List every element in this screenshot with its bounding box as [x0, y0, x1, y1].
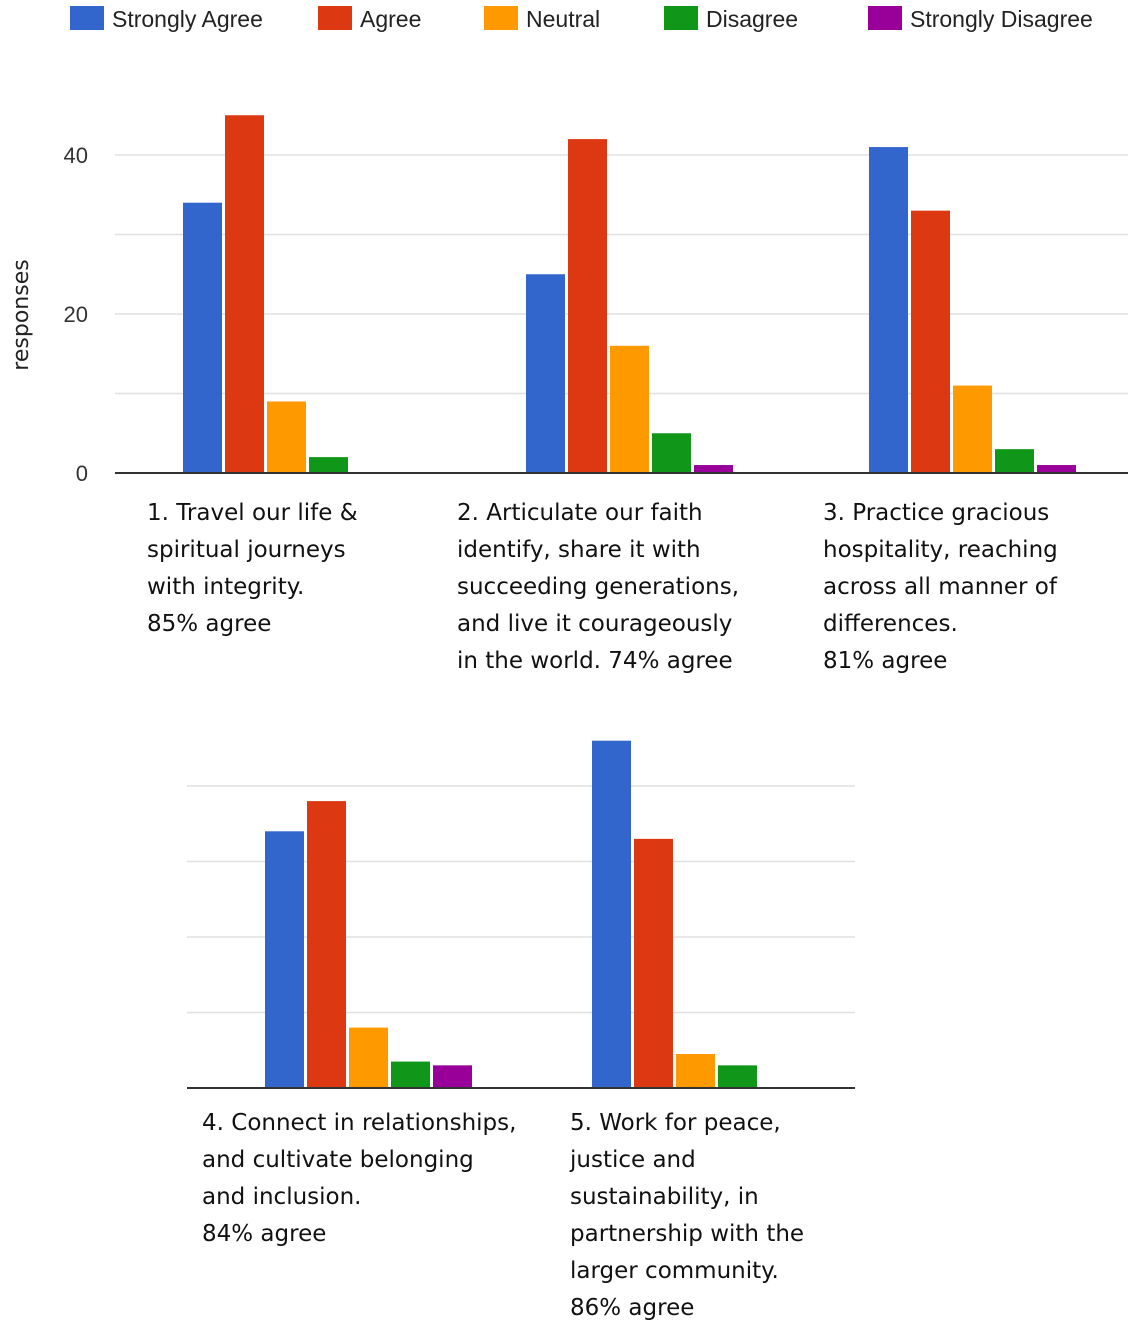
bar-disagree [718, 1065, 757, 1088]
legend-swatch-disagree [664, 6, 698, 30]
legend-label-disagree: Disagree [706, 6, 798, 32]
bar-neutral [953, 385, 992, 473]
category-label: 3. Practice gracious hospitality, reachi… [823, 495, 1058, 680]
category-label: 1. Travel our life & spiritual journeys … [147, 495, 358, 643]
bar-strongly-agree [265, 831, 304, 1088]
bar-neutral [610, 345, 649, 473]
bar-strongly-agree [869, 147, 908, 474]
bar-agree [568, 139, 607, 473]
category-label: 2. Articulate our faith identify, share … [457, 495, 739, 680]
bar-agree [911, 210, 950, 473]
bar-strongly-agree [183, 202, 222, 473]
bar-neutral [267, 401, 306, 473]
y-tick-label: 40 [64, 143, 88, 168]
legend-label-neutral: Neutral [526, 6, 600, 32]
legend-swatch-strongly-agree [70, 6, 104, 30]
y-axis-label: responses [9, 259, 34, 370]
y-tick-label: 20 [64, 302, 88, 327]
y-tick-label: 0 [76, 461, 88, 486]
bar-strongly-disagree [433, 1065, 472, 1088]
category-agree-percent: 74% agree [608, 648, 733, 674]
chart-panel-bottom [187, 740, 855, 1089]
legend-swatch-neutral [484, 6, 518, 30]
category-label-text: 3. Practice gracious hospitality, reachi… [823, 500, 1058, 637]
bar-disagree [652, 433, 691, 473]
legend-label-strongly-disagree: Strongly Disagree [910, 6, 1093, 32]
category-agree-percent: 81% agree [823, 648, 948, 674]
category-agree-percent: 86% agree [570, 1295, 695, 1321]
category-agree-percent: 84% agree [202, 1221, 327, 1247]
bar-agree [634, 838, 673, 1088]
category-label-text: 2. Articulate our faith identify, share … [457, 500, 740, 674]
category-label-text: 5. Work for peace, justice and sustainab… [570, 1110, 805, 1284]
legend-swatch-agree [318, 6, 352, 30]
bar-strongly-agree [592, 740, 631, 1088]
category-agree-percent: 85% agree [147, 611, 272, 637]
chart-panel-top: 0 20 40 [64, 115, 1128, 486]
legend-swatch-strongly-disagree [868, 6, 902, 30]
bar-neutral [676, 1054, 715, 1088]
legend-label-agree: Agree [360, 6, 421, 32]
category-label: 5. Work for peace, justice and sustainab… [570, 1105, 804, 1327]
category-label: 4. Connect in relationships, and cultiva… [202, 1105, 516, 1253]
category-label-text: 4. Connect in relationships, and cultiva… [202, 1110, 517, 1210]
bar-disagree [995, 449, 1034, 473]
category-label-text: 1. Travel our life & spiritual journeys … [147, 500, 358, 600]
bar-disagree [309, 457, 348, 473]
bar-disagree [391, 1061, 430, 1088]
bar-neutral [349, 1027, 388, 1088]
bar-agree [307, 801, 346, 1088]
bar-strongly-disagree [1037, 465, 1076, 473]
bar-strongly-agree [526, 274, 565, 473]
bar-agree [225, 115, 264, 473]
bar-strongly-disagree [694, 465, 733, 473]
legend: Strongly Agree Agree Neutral Disagree Strong… [70, 6, 1093, 32]
legend-label-strongly-agree: Strongly Agree [112, 6, 263, 32]
